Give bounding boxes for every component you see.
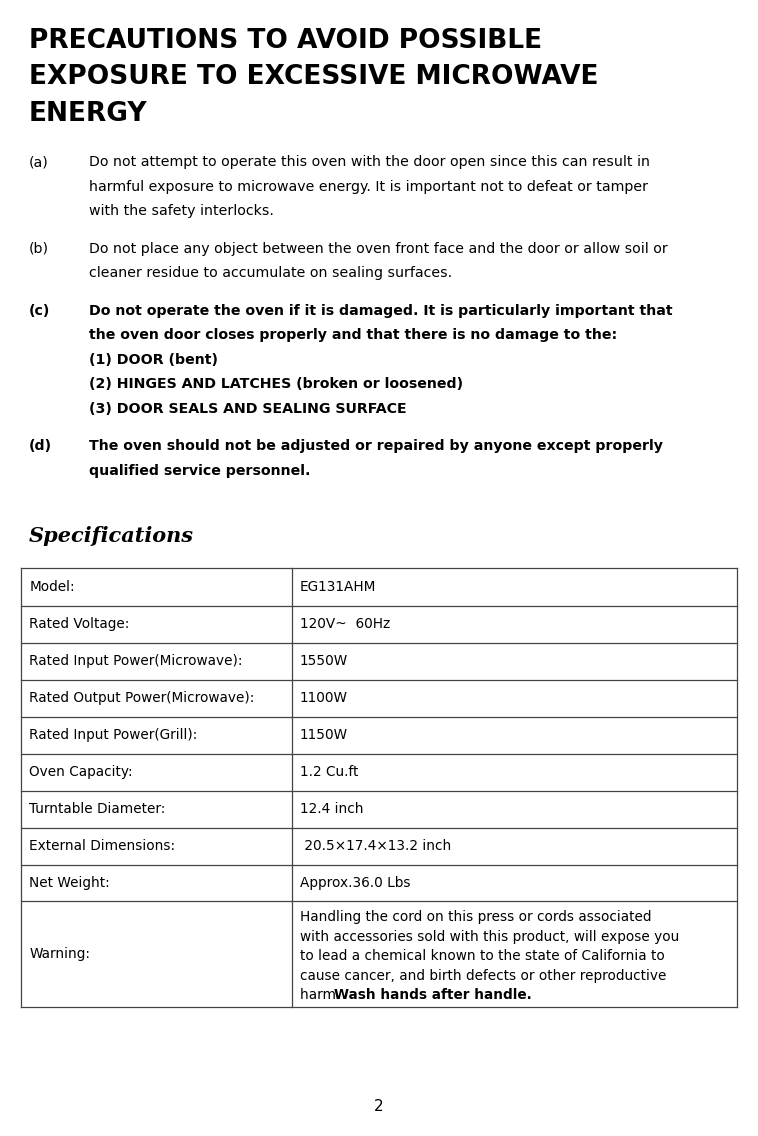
Text: 12.4 inch: 12.4 inch (300, 802, 363, 816)
Text: Rated Output Power(Microwave):: Rated Output Power(Microwave): (30, 691, 255, 705)
Text: Oven Capacity:: Oven Capacity: (30, 765, 133, 779)
Text: Do not operate the oven if it is damaged. It is particularly important that: Do not operate the oven if it is damaged… (89, 304, 673, 318)
Text: PRECAUTIONS TO AVOID POSSIBLE: PRECAUTIONS TO AVOID POSSIBLE (29, 28, 542, 55)
Text: Net Weight:: Net Weight: (30, 876, 110, 889)
Text: Do not place any object between the oven front face and the door or allow soil o: Do not place any object between the oven… (89, 242, 669, 256)
Text: (3) DOOR SEALS AND SEALING SURFACE: (3) DOOR SEALS AND SEALING SURFACE (89, 402, 407, 416)
Text: (d): (d) (29, 440, 52, 453)
Text: The oven should not be adjusted or repaired by anyone except properly: The oven should not be adjusted or repai… (89, 440, 663, 453)
Text: Specifications: Specifications (29, 526, 194, 546)
Text: cause cancer, and birth defects or other reproductive: cause cancer, and birth defects or other… (300, 969, 666, 983)
Text: EXPOSURE TO EXCESSIVE MICROWAVE: EXPOSURE TO EXCESSIVE MICROWAVE (29, 65, 598, 91)
Text: ENERGY: ENERGY (29, 101, 147, 127)
Text: qualified service personnel.: qualified service personnel. (89, 463, 311, 478)
Text: (b): (b) (29, 242, 49, 256)
Text: with the safety interlocks.: with the safety interlocks. (89, 204, 274, 218)
Text: 1550W: 1550W (300, 654, 348, 668)
Text: 120V~  60Hz: 120V~ 60Hz (300, 617, 390, 630)
Text: to lead a chemical known to the state of California to: to lead a chemical known to the state of… (300, 950, 665, 963)
Text: Do not attempt to operate this oven with the door open since this can result in: Do not attempt to operate this oven with… (89, 156, 650, 169)
Text: Rated Voltage:: Rated Voltage: (30, 617, 130, 630)
Text: (1) DOOR (bent): (1) DOOR (bent) (89, 353, 218, 367)
Text: Handling the cord on this press or cords associated: Handling the cord on this press or cords… (300, 910, 651, 925)
Text: harmful exposure to microwave energy. It is important not to defeat or tamper: harmful exposure to microwave energy. It… (89, 179, 648, 194)
Text: (2) HINGES AND LATCHES (broken or loosened): (2) HINGES AND LATCHES (broken or loosen… (89, 377, 464, 392)
Text: Model:: Model: (30, 580, 75, 594)
Text: (a): (a) (29, 156, 49, 169)
Text: Warning:: Warning: (30, 947, 90, 961)
Text: 2: 2 (374, 1099, 384, 1114)
Text: 1.2 Cu.ft: 1.2 Cu.ft (300, 765, 359, 779)
Text: with accessories sold with this product, will expose you: with accessories sold with this product,… (300, 930, 679, 944)
Text: cleaner residue to accumulate on sealing surfaces.: cleaner residue to accumulate on sealing… (89, 267, 453, 281)
Text: Rated Input Power(Grill):: Rated Input Power(Grill): (30, 728, 198, 742)
Text: 1100W: 1100W (300, 691, 348, 705)
Text: the oven door closes properly and that there is no damage to the:: the oven door closes properly and that t… (89, 328, 618, 342)
Text: 20.5×17.4×13.2 inch: 20.5×17.4×13.2 inch (300, 840, 451, 853)
Text: (c): (c) (29, 304, 50, 318)
Text: Wash hands after handle.: Wash hands after handle. (334, 988, 531, 1002)
Text: EG131AHM: EG131AHM (300, 580, 376, 594)
Text: External Dimensions:: External Dimensions: (30, 840, 175, 853)
Text: Approx.36.0 Lbs: Approx.36.0 Lbs (300, 876, 410, 889)
Text: 1150W: 1150W (300, 728, 348, 742)
Text: Rated Input Power(Microwave):: Rated Input Power(Microwave): (30, 654, 243, 668)
Text: Turntable Diameter:: Turntable Diameter: (30, 802, 165, 816)
Text: harm.: harm. (300, 988, 345, 1002)
